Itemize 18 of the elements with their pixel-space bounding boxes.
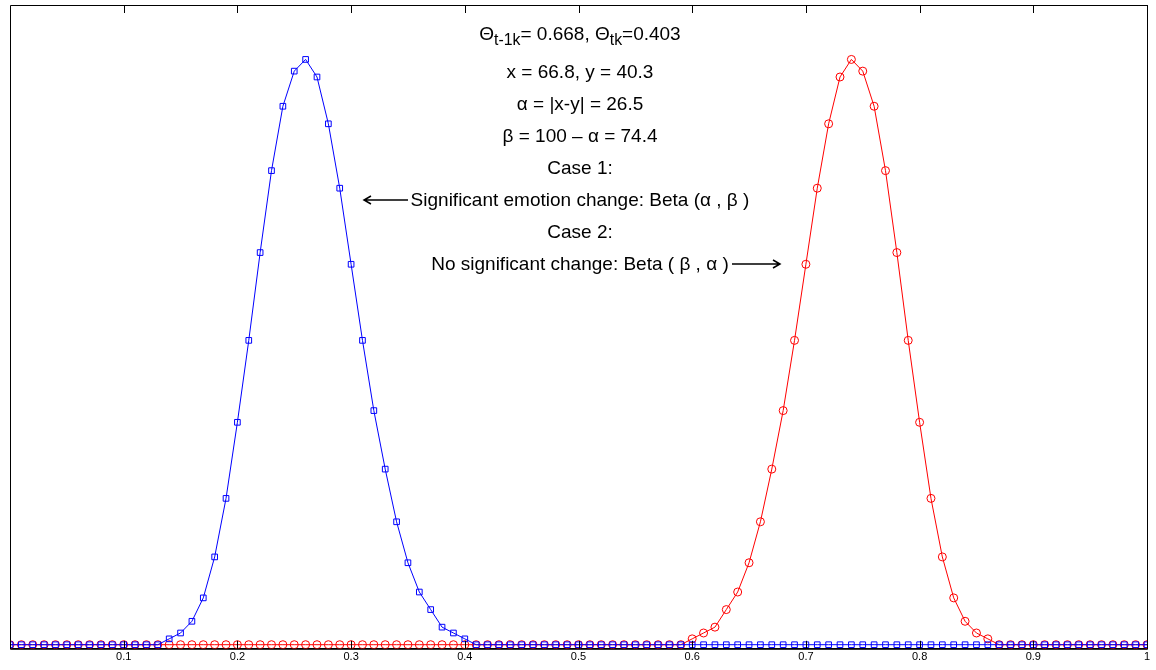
x-tick-label: 0.2 [229, 650, 246, 663]
annotation: α = |x-y| = 26.5 [516, 91, 644, 116]
x-tick-label: 0.8 [911, 650, 928, 663]
x-tick-label: 0.7 [798, 650, 814, 663]
x-tick-label: 0.3 [343, 650, 359, 663]
x-tick-label: 0.6 [684, 650, 700, 663]
annotation: β = 100 – α = 74.4 [502, 123, 658, 148]
x-tick-label: 0.4 [457, 650, 473, 663]
text: Θ$_{t-1k}$= 0.668, Θ$_{tk}$=0.403 [479, 22, 681, 50]
x-tick-label: 0.5 [570, 650, 587, 663]
annotation: No significant change: Beta ( β , α ) [431, 251, 729, 276]
x-tick-label: 0.9 [1025, 650, 1041, 663]
annotation: x = 66.8, y = 40.3 [506, 59, 654, 84]
x-tick-label: 1 [1143, 650, 1151, 663]
annotation: Significant emotion change: Beta (α , β ) [410, 187, 750, 212]
annotation: Case 1: [547, 155, 613, 180]
x-tick-label: 0.1 [116, 650, 132, 663]
annotation: Case 2: [547, 219, 613, 244]
